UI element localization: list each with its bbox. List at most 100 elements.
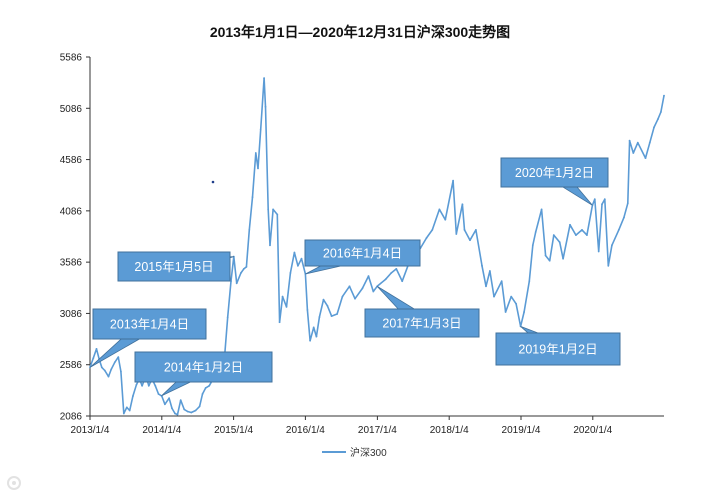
y-tick-label: 5086 [60, 104, 83, 115]
data-point [485, 285, 487, 288]
data-point [179, 399, 182, 402]
data-point [95, 348, 98, 350]
data-point [103, 369, 106, 372]
data-point [452, 179, 454, 182]
data-point [242, 268, 245, 270]
x-tick-label: 2018/1/4 [430, 425, 469, 436]
data-point [208, 384, 211, 387]
data-point [603, 198, 606, 201]
data-point [190, 411, 193, 414]
x-tick-label: 2020/1/4 [573, 425, 612, 436]
y-tick-group: 2086 2586 3086 3586 4086 4586 5086 5586 [60, 53, 90, 423]
data-point [489, 270, 491, 272]
data-point [289, 272, 292, 274]
callout-box [92, 308, 207, 340]
data-point [528, 280, 531, 283]
data-point [194, 409, 197, 412]
data-point [281, 295, 284, 298]
callout-box [134, 351, 273, 383]
data-point [125, 406, 128, 409]
data-point [455, 233, 458, 235]
data-point [171, 407, 173, 410]
data-point [597, 250, 600, 253]
data-point [198, 405, 201, 408]
data-point [552, 234, 555, 237]
data-point [367, 275, 370, 277]
data-point [322, 298, 325, 301]
y-tick-label: 4586 [60, 155, 83, 166]
data-point [147, 384, 150, 387]
data-point [636, 141, 639, 144]
y-tick-label: 4086 [60, 206, 83, 217]
data-point [438, 208, 441, 211]
data-point [648, 141, 651, 144]
data-point [581, 229, 583, 231]
data-point [263, 77, 265, 79]
callout-box [304, 239, 421, 267]
data-point [122, 412, 125, 415]
callout-label: 2016年1月4日 [323, 247, 402, 261]
series-points [89, 77, 665, 416]
data-point [341, 295, 344, 298]
data-point [607, 264, 610, 267]
callout-label: 2014年1月2日 [164, 361, 243, 375]
data-point [461, 203, 464, 206]
data-point [132, 395, 134, 397]
callout-label: 2013年1月4日 [110, 318, 189, 332]
watermark-logo [7, 476, 21, 490]
data-point [300, 257, 303, 260]
data-point [272, 208, 274, 211]
data-point [425, 237, 428, 240]
data-point [257, 167, 259, 170]
data-point [444, 218, 447, 221]
x-tick-group: 2013/1/4 2014/1/4 2015/1/4 2016/1/4 2017/1/4… [71, 416, 613, 436]
data-point [469, 239, 471, 242]
data-point [544, 254, 547, 257]
callout-box [500, 157, 609, 188]
data-point [248, 229, 251, 231]
data-point [663, 94, 665, 97]
data-point [531, 244, 534, 247]
data-point [117, 356, 120, 358]
data-point [401, 280, 404, 283]
data-point [628, 139, 631, 142]
data-point [141, 384, 144, 387]
data-point [110, 368, 113, 371]
data-point [157, 393, 160, 395]
data-point [183, 408, 186, 411]
data-point [315, 335, 318, 338]
data-point [558, 241, 561, 244]
data-point [548, 259, 551, 262]
data-point [562, 257, 564, 260]
data-point [504, 311, 507, 313]
data-point [278, 321, 281, 324]
y-tick-label: 5586 [60, 53, 83, 64]
data-point [226, 316, 229, 318]
data-point [493, 295, 495, 298]
callout-label: 2017年1月3日 [382, 317, 461, 331]
callout-box [364, 308, 480, 338]
data-point [176, 413, 179, 416]
data-point [348, 285, 351, 288]
data-point [267, 208, 270, 211]
watermark-logo-dot [12, 481, 16, 485]
data-point [601, 203, 603, 206]
data-point [372, 290, 375, 293]
callout-group: 2013年1月4日 2014年1月2日 2015年1月5日 2016年1月4日 2017… [89, 157, 621, 397]
watermark [7, 476, 21, 490]
data-point [168, 397, 171, 400]
x-tick-label: 2015/1/4 [214, 425, 253, 436]
data-point [336, 313, 338, 315]
data-point [306, 309, 309, 311]
callout-label: 2020年1月2日 [515, 166, 594, 180]
x-tick-label: 2014/1/4 [142, 425, 181, 436]
stray-dot [211, 180, 215, 184]
data-point [92, 357, 95, 359]
data-point [390, 272, 393, 274]
callout-box [495, 332, 621, 366]
data-point [330, 315, 333, 317]
data-point [523, 311, 525, 313]
data-point [276, 213, 279, 216]
data-point [500, 280, 503, 283]
